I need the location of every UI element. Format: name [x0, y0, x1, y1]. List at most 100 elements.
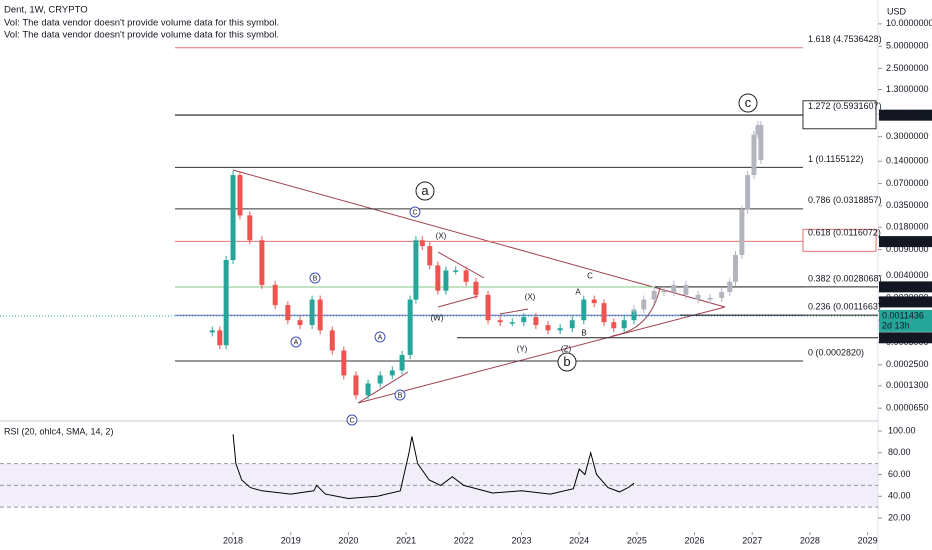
fib-label: 0.382 (0.0028068) — [808, 273, 882, 283]
price-tag — [879, 236, 932, 248]
candle — [581, 299, 587, 321]
price-tag-label: 0.0005791 — [882, 332, 925, 342]
candle — [259, 240, 265, 285]
candle — [365, 383, 371, 396]
y-tick-label: 0.1400000 — [886, 156, 929, 166]
candle — [473, 281, 479, 295]
candle — [751, 134, 757, 176]
candle — [661, 290, 667, 293]
candle — [521, 317, 527, 323]
annotation: A — [575, 288, 581, 297]
candle — [683, 284, 689, 295]
last-price-label: 0.0011436 — [882, 310, 924, 320]
fib-label: 1.618 (4.7536428) — [808, 34, 882, 44]
candle — [719, 292, 725, 298]
candle — [223, 259, 229, 346]
price-tag-label: 0.0115121 — [882, 236, 924, 246]
y-tick-label: 0.0180000 — [886, 222, 929, 232]
candle — [739, 209, 745, 255]
candle — [641, 299, 647, 310]
fib-label: 1 (0.1155122) — [808, 154, 863, 164]
price-tag-label: 0.0028175 — [882, 281, 925, 291]
annotation: C — [412, 209, 417, 216]
rsi-band — [0, 463, 878, 508]
candle — [237, 175, 243, 216]
candle — [545, 325, 551, 331]
price-tag-label: 0.0011724 — [882, 296, 924, 306]
y-tick-label: 5.0000000 — [886, 41, 929, 51]
annotation-circle — [394, 389, 406, 401]
candle — [621, 320, 627, 329]
candle — [297, 320, 303, 326]
x-tick-label: 2021 — [396, 535, 416, 545]
candle — [695, 294, 701, 300]
candle — [419, 240, 425, 247]
candle — [317, 299, 323, 331]
candle — [755, 125, 761, 135]
candle — [399, 354, 405, 371]
candle — [758, 125, 764, 161]
candle — [707, 297, 713, 300]
annotation-circle — [309, 272, 321, 284]
price-tag — [879, 109, 932, 121]
candle — [463, 270, 469, 282]
y-tick-label: 0.0700000 — [886, 178, 929, 188]
x-tick-label: 2027 — [742, 535, 762, 545]
annotation-circle — [557, 352, 577, 372]
candle — [591, 299, 597, 304]
candle — [435, 265, 441, 291]
annotation-circle — [409, 206, 421, 218]
last-price-tag — [879, 309, 932, 332]
countdown: 2d 13h — [882, 320, 910, 330]
candle — [611, 322, 617, 329]
fib-label: 0.236 (0.0011663) — [808, 302, 881, 312]
candle — [533, 317, 539, 326]
annotation: (W) — [431, 314, 444, 323]
x-tick-label: 2029 — [858, 535, 878, 545]
annotation: (X) — [525, 293, 536, 302]
candle — [733, 254, 739, 282]
note: Vol: The data vendor doesn't provide vol… — [4, 18, 279, 29]
candle — [230, 175, 236, 260]
candle — [557, 328, 563, 331]
candle — [569, 320, 575, 329]
candle — [272, 284, 278, 306]
y-tick-label: 1.3000000 — [886, 84, 929, 94]
fib-label: 0.786 (0.0318857) — [808, 195, 882, 205]
candle — [329, 330, 335, 351]
x-tick-label: 2024 — [569, 535, 589, 545]
fib-label: 1.272 (0.5931607) — [808, 101, 882, 111]
candle — [341, 350, 347, 376]
candle — [745, 175, 751, 210]
annotation: B — [581, 329, 586, 338]
y-tick-label: 0.0090000 — [886, 244, 929, 254]
candle — [285, 305, 291, 321]
annotation: C — [587, 272, 593, 281]
currency: USD — [887, 6, 907, 16]
y-tick-label: 0.3000000 — [886, 131, 929, 141]
annotation: b — [563, 354, 570, 369]
x-tick-label: 2025 — [627, 535, 647, 545]
candle — [509, 322, 515, 324]
annotation: A — [294, 339, 299, 346]
price-tag-label: 0.5857887 — [882, 110, 925, 120]
x-tick-label: 2018 — [223, 535, 243, 545]
candle — [631, 309, 637, 312]
fib-label: 0.618 (0.0116072) — [808, 228, 881, 238]
annotation: B — [398, 392, 403, 399]
annotation: a — [421, 183, 429, 198]
x-tick-label: 2028 — [800, 535, 820, 545]
candle — [485, 294, 491, 321]
candle — [443, 270, 449, 291]
fib-box — [802, 228, 877, 252]
x-tick-label: 2023 — [511, 535, 531, 545]
candle — [389, 370, 395, 376]
rsi-title: RSI (20, ohlc4, SMA, 14, 2) — [4, 426, 114, 436]
annotation: (Y) — [517, 345, 528, 354]
trend-lines — [232, 169, 726, 404]
annotation: (X) — [436, 232, 447, 241]
x-tick-label: 2020 — [338, 535, 358, 545]
y-tick-label: 20.00 — [888, 512, 911, 522]
annotation-circle — [290, 336, 302, 348]
